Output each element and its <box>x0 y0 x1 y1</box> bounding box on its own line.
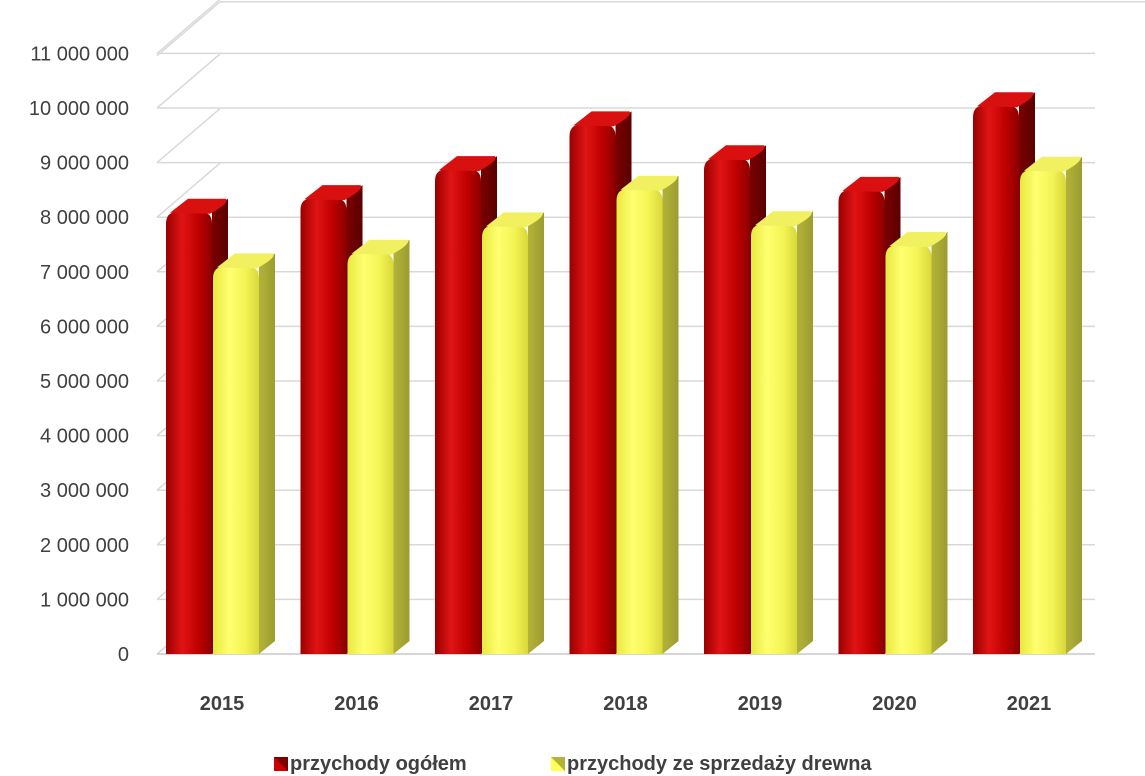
bar-front <box>704 158 750 654</box>
bar <box>885 232 948 654</box>
gridline-depth <box>156 108 221 164</box>
bar-top <box>351 239 409 255</box>
bar-side <box>259 253 275 654</box>
bar-top <box>170 198 227 214</box>
gridline-depth <box>156 1 221 57</box>
legend-label: przychody ogółem <box>290 753 467 775</box>
y-tick-label: 9 000 000 <box>40 153 129 175</box>
bar-front <box>300 198 347 654</box>
y-tick-label: 1 000 000 <box>40 589 129 611</box>
bar <box>616 175 679 655</box>
bar-front <box>482 225 528 654</box>
y-tick-label: 7 000 000 <box>40 262 129 284</box>
bar <box>482 212 544 654</box>
bar <box>1020 156 1082 654</box>
bar-side <box>393 239 410 654</box>
bar-top <box>977 92 1034 108</box>
y-axis-ticks: 0 1 000 000 2 000 000 3 000 000 4 000 000 5 0… <box>29 43 129 666</box>
bar-side <box>797 211 813 654</box>
x-tick-label: 2017 <box>469 693 514 715</box>
bar-side <box>1066 156 1082 654</box>
bar <box>347 239 410 654</box>
legend-label: przychody ze sprzedaży drewna <box>567 753 872 775</box>
bar-side <box>931 232 948 654</box>
x-tick-label: 2019 <box>738 693 783 715</box>
bar-top <box>889 232 947 248</box>
bar-top <box>573 111 631 127</box>
bar-front <box>213 266 259 654</box>
bar-top <box>304 185 362 201</box>
x-tick-label: 2015 <box>200 693 245 715</box>
y-tick-label: 11 000 000 <box>30 43 129 65</box>
y-tick-label: 2 000 000 <box>40 535 129 557</box>
y-tick-label: 4 000 000 <box>40 426 129 448</box>
bar <box>213 253 275 654</box>
x-tick-label: 2016 <box>334 693 379 715</box>
bar-top <box>755 211 812 227</box>
bar-front <box>1020 169 1066 654</box>
bar-front <box>616 188 663 655</box>
x-axis-ticks: 2015 2016 2017 2018 2019 2020 2021 <box>200 693 1052 715</box>
bar-top <box>217 253 274 269</box>
y-tick-label: 10 000 000 <box>29 98 129 120</box>
x-tick-label: 2021 <box>1007 693 1052 715</box>
bar-front <box>569 124 616 654</box>
gridline-depth <box>156 162 221 218</box>
bar-top <box>708 145 765 161</box>
bar-top <box>620 175 678 191</box>
legend-item: przychody ze sprzedaży drewna <box>551 753 872 775</box>
gridline-depth <box>156 0 221 54</box>
bar-top <box>1024 156 1081 172</box>
bar-front <box>838 189 885 654</box>
bar-front <box>885 245 932 654</box>
y-tick-label: 0 <box>118 644 129 666</box>
legend-swatch-shade <box>274 757 288 771</box>
bar <box>751 211 813 654</box>
y-tick-label: 6 000 000 <box>40 316 129 338</box>
y-tick-label: 3 000 000 <box>40 480 129 502</box>
bar-front <box>751 224 797 654</box>
gridline-depth <box>156 53 221 109</box>
y-tick-label: 8 000 000 <box>40 207 129 229</box>
bar-side <box>662 175 679 655</box>
bar-side <box>528 212 544 654</box>
bar-front <box>347 252 394 654</box>
y-tick-label: 5 000 000 <box>40 371 129 393</box>
bar-top <box>486 212 543 228</box>
bar-front <box>973 105 1019 654</box>
bar-top <box>439 156 496 172</box>
x-tick-label: 2018 <box>603 693 648 715</box>
bars <box>166 92 1082 655</box>
legend-swatch-shade <box>551 757 565 771</box>
legend: przychody ogółem przychody ze sprzedaży d… <box>274 753 872 775</box>
x-tick-label: 2020 <box>872 693 917 715</box>
bar-top <box>842 176 900 192</box>
bar-front <box>166 211 212 655</box>
bar-front <box>435 169 481 655</box>
legend-item: przychody ogółem <box>274 753 467 775</box>
